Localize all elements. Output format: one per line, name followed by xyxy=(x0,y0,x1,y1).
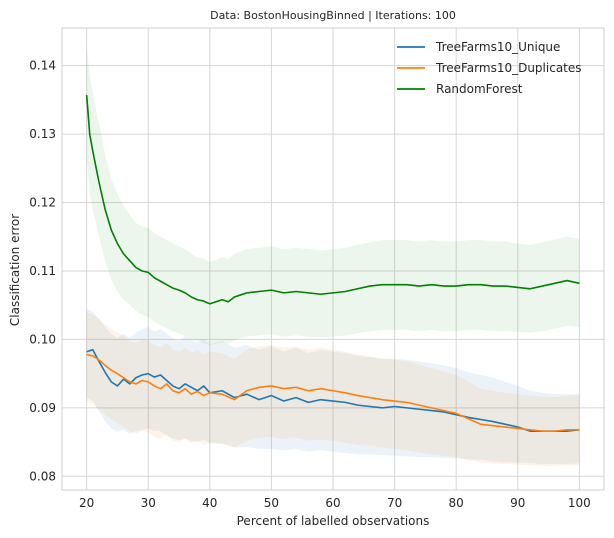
y-tick-label: 0.11 xyxy=(29,264,56,278)
x-tick-label: 80 xyxy=(449,496,464,510)
series-line-0 xyxy=(86,348,580,432)
confidence-band-1 xyxy=(86,312,580,467)
x-tick-label: 50 xyxy=(264,496,279,510)
y-axis-label: Classification error xyxy=(8,214,22,326)
legend: TreeFarms10_Unique TreeFarms10_Duplicates… xyxy=(397,40,582,96)
y-tick-label: 0.13 xyxy=(29,127,56,141)
grid xyxy=(62,28,604,490)
confidence-band-2 xyxy=(86,45,580,345)
series-lines xyxy=(85,95,580,432)
y-tick-label: 0.08 xyxy=(29,469,56,483)
chart-title: Data: BostonHousingBinned | Iterations: … xyxy=(210,9,456,22)
plot-frame xyxy=(61,27,605,491)
confidence-band-0 xyxy=(86,308,580,464)
x-tick-label: 40 xyxy=(202,496,217,510)
y-axis-ticks: 0.08 0.09 0.10 0.11 0.12 0.13 0.14 xyxy=(29,59,56,484)
x-tick-label: 100 xyxy=(568,496,591,510)
series-line-1 xyxy=(86,353,580,432)
x-tick-label: 30 xyxy=(141,496,156,510)
series-line-2 xyxy=(85,95,580,305)
x-tick-label: 90 xyxy=(510,496,525,510)
legend-label-1: TreeFarms10_Duplicates xyxy=(435,61,582,75)
y-tick-label: 0.12 xyxy=(29,196,56,210)
y-tick-label: 0.10 xyxy=(29,332,56,346)
x-tick-label: 60 xyxy=(325,496,340,510)
y-tick-label: 0.14 xyxy=(29,59,56,73)
x-axis-ticks: 20 30 40 50 60 70 80 90 100 xyxy=(79,496,591,510)
x-axis-label: Percent of labelled observations xyxy=(237,514,430,528)
y-tick-label: 0.09 xyxy=(29,401,56,415)
legend-label-0: TreeFarms10_Unique xyxy=(435,40,560,54)
legend-label-2: RandomForest xyxy=(436,82,523,96)
x-tick-label: 20 xyxy=(79,496,94,510)
x-tick-label: 70 xyxy=(387,496,402,510)
confidence-bands xyxy=(86,45,580,467)
